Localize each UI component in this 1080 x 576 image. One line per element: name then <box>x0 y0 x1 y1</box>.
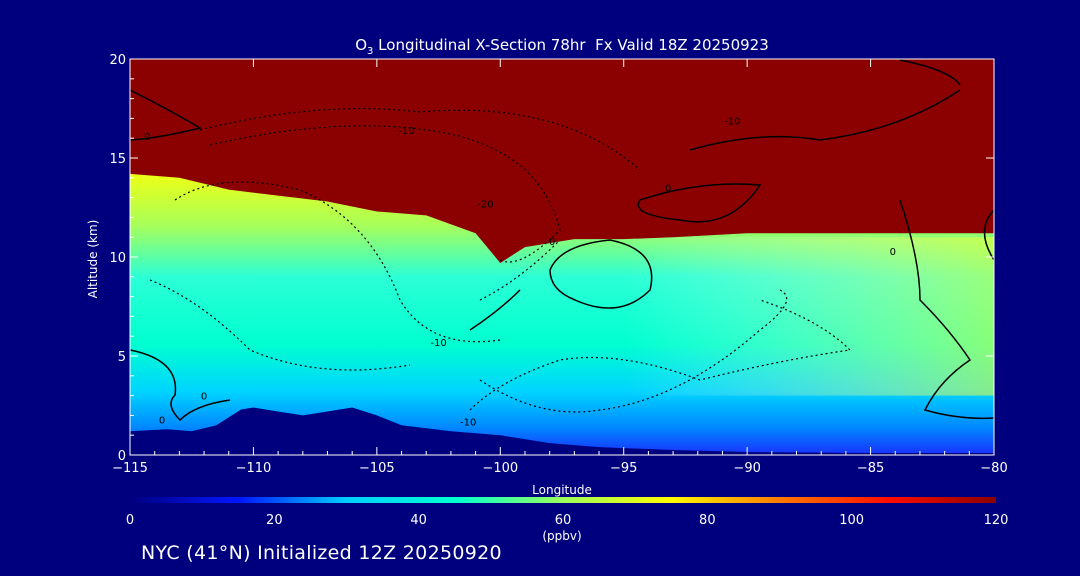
contour-label: -10 <box>724 116 740 127</box>
contour-label: 0 <box>665 184 671 195</box>
ozone-contour-line <box>637 183 762 223</box>
colorbar-tick-label: 20 <box>266 513 283 528</box>
contour-label: 0 <box>159 415 165 426</box>
contour-label: 0 <box>890 247 896 258</box>
ozone-contour-line <box>149 279 411 371</box>
colorbar-tick-label: 80 <box>699 513 716 528</box>
y-tick-label: 5 <box>118 350 126 365</box>
ozone-contour-line <box>983 209 994 261</box>
contour-label: -10 <box>430 338 446 349</box>
x-tick-label: −95 <box>610 461 637 476</box>
axes: −115 −110 −105 −100 −95 −90 −85 −80 0 5 10 15 20 <box>109 53 1007 476</box>
x-tick-label: −80 <box>980 461 1007 476</box>
y-tick-label: 20 <box>109 53 126 68</box>
initialization-caption: NYC (41°N) Initialized 12Z 20250920 <box>141 542 502 564</box>
colorbar-tick-label: 60 <box>555 513 572 528</box>
stratosphere-region <box>130 59 994 263</box>
x-tick-label: −105 <box>359 461 395 476</box>
colorbar-tick-label: 40 <box>410 513 427 528</box>
ozone-contour-line <box>479 289 788 413</box>
contour-label: 0 <box>549 237 555 248</box>
colorbar-tick-label: 120 <box>984 513 1009 528</box>
x-tick-label: −85 <box>857 461 884 476</box>
colorbar-unit-label: (ppbv) <box>542 529 581 543</box>
contour-label: -20 <box>477 200 493 211</box>
y-tick-label: 0 <box>118 449 126 464</box>
x-axis-label: Longitude <box>532 483 592 497</box>
terrain <box>130 407 994 455</box>
x-tick-label: −115 <box>112 461 148 476</box>
y-tick-label: 15 <box>109 152 126 167</box>
contour-label: 0 <box>201 392 207 403</box>
ozone-contour-line <box>130 349 231 422</box>
y-axis-label: Altitude (km) <box>86 220 100 299</box>
colorbar-tick-label: 100 <box>839 513 864 528</box>
colorbar <box>130 497 996 503</box>
plot-area: 0 -10 -10 -20 0 0 -10 0 0 -10 0 <box>130 59 994 455</box>
ozone-field-east-tint <box>623 237 994 396</box>
ozone-contour-line <box>199 107 641 171</box>
ozone-contour-line <box>689 89 961 151</box>
x-tick-label: −90 <box>733 461 760 476</box>
ozone-contour-line <box>469 289 521 331</box>
ozone-contour-line <box>899 59 961 86</box>
y-tick-label: 10 <box>109 251 126 266</box>
ozone-contour-line <box>899 199 994 420</box>
ozone-contour-line <box>209 125 561 263</box>
ozone-contour-line <box>130 89 202 141</box>
contour-label: 0 <box>144 132 150 143</box>
x-tick-label: −110 <box>236 461 272 476</box>
colorbar-tick-label: 0 <box>126 513 134 528</box>
ozone-contour-line <box>549 239 653 309</box>
x-tick-label: −100 <box>482 461 518 476</box>
contour-label: -10 <box>398 126 414 137</box>
contour-label: -10 <box>460 417 476 428</box>
chart-title: O3 Longitudinal X-Section 78hr Fx Valid … <box>355 36 769 57</box>
ozone-contour-line <box>469 299 852 411</box>
colorbar-ticks: 0 20 40 60 80 100 120 <box>126 513 1009 528</box>
